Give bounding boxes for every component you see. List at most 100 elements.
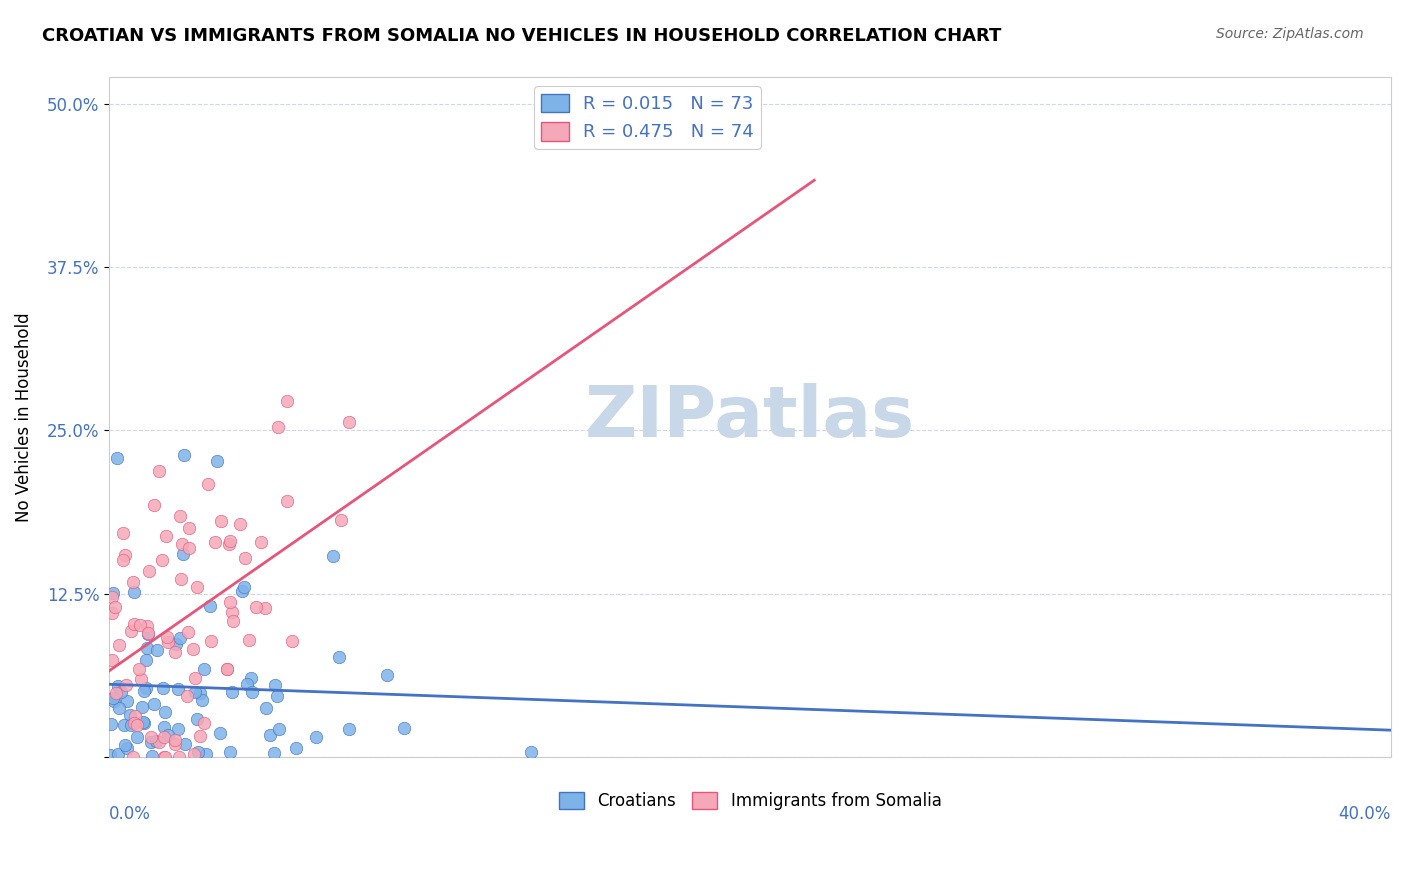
Point xyxy=(240,671,263,685)
Point xyxy=(231,583,253,598)
Point xyxy=(209,514,232,528)
Point xyxy=(124,708,146,723)
Point xyxy=(328,650,350,665)
Point xyxy=(169,508,191,523)
Point xyxy=(143,697,166,711)
Point xyxy=(165,637,187,651)
Point xyxy=(177,625,200,640)
Point xyxy=(209,726,232,740)
Point xyxy=(322,549,344,564)
Point xyxy=(215,662,238,676)
Point xyxy=(240,685,263,699)
Point xyxy=(339,723,361,737)
Point xyxy=(276,494,298,508)
Point xyxy=(187,745,209,759)
Point xyxy=(190,692,212,706)
Point xyxy=(101,690,124,705)
Point xyxy=(181,641,204,656)
Point xyxy=(163,738,186,752)
Point xyxy=(165,645,187,659)
Point xyxy=(250,535,273,549)
Point xyxy=(122,750,145,764)
Point xyxy=(233,580,256,594)
Point xyxy=(145,734,167,748)
Point xyxy=(121,575,143,590)
Point xyxy=(219,533,242,548)
Point xyxy=(135,653,157,667)
Point xyxy=(120,624,142,638)
Point xyxy=(218,745,240,759)
Point xyxy=(152,750,174,764)
Point xyxy=(128,662,150,676)
Point xyxy=(179,541,201,555)
Point xyxy=(156,630,179,644)
Point xyxy=(256,701,278,715)
Point xyxy=(156,728,179,742)
Point xyxy=(98,748,121,763)
Point xyxy=(131,699,153,714)
Point xyxy=(229,516,252,531)
Point xyxy=(330,512,353,526)
Point xyxy=(107,679,129,693)
Point xyxy=(107,747,129,762)
Point xyxy=(167,750,190,764)
Point xyxy=(305,731,328,745)
Point xyxy=(150,553,173,567)
Point xyxy=(184,684,207,698)
Point xyxy=(167,722,190,736)
Point xyxy=(197,476,219,491)
Point xyxy=(101,653,124,667)
Point xyxy=(200,599,222,614)
Point xyxy=(167,682,190,697)
Point xyxy=(135,681,157,695)
Point xyxy=(267,722,290,736)
Point xyxy=(101,586,124,600)
Point xyxy=(176,689,198,703)
Point xyxy=(132,714,155,729)
Point xyxy=(155,705,177,719)
Point xyxy=(122,616,145,631)
Point xyxy=(153,720,176,734)
Point xyxy=(125,730,148,744)
Point xyxy=(163,732,186,747)
Point xyxy=(148,734,170,748)
Point xyxy=(101,606,124,620)
Point xyxy=(193,662,215,676)
Point xyxy=(267,420,290,434)
Point xyxy=(120,718,142,732)
Point xyxy=(221,684,243,698)
Point xyxy=(183,747,205,761)
Point xyxy=(139,735,162,749)
Point xyxy=(136,640,159,655)
Point xyxy=(108,638,131,652)
Point xyxy=(218,536,240,550)
Point xyxy=(172,537,194,551)
Point xyxy=(104,599,127,614)
Point xyxy=(204,534,226,549)
Point xyxy=(129,617,152,632)
Point xyxy=(186,713,208,727)
Point xyxy=(138,564,160,578)
Point xyxy=(141,749,163,764)
Point xyxy=(114,548,136,562)
Point xyxy=(222,614,245,628)
Point xyxy=(114,738,136,752)
Point xyxy=(148,464,170,478)
Point xyxy=(254,601,277,615)
Point xyxy=(205,454,228,468)
Point xyxy=(276,394,298,409)
Point xyxy=(124,716,146,731)
Point xyxy=(337,415,360,429)
Point xyxy=(392,722,415,736)
Legend: Croatians, Immigrants from Somalia: Croatians, Immigrants from Somalia xyxy=(553,786,948,817)
Point xyxy=(152,681,174,696)
Point xyxy=(266,689,288,703)
Point xyxy=(190,729,212,743)
Point xyxy=(125,717,148,731)
Point xyxy=(193,716,215,731)
Point xyxy=(100,717,122,731)
Text: ZIPatlas: ZIPatlas xyxy=(585,383,915,452)
Point xyxy=(233,551,256,566)
Point xyxy=(136,626,159,640)
Point xyxy=(172,547,194,561)
